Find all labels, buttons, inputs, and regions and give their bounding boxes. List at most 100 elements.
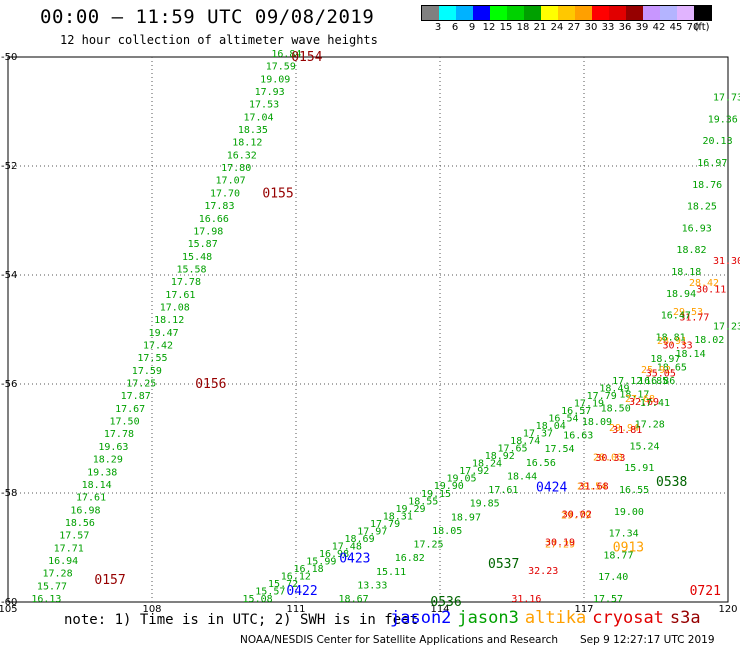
y-tick-label: -52 — [1, 161, 17, 172]
swh-value-label: 17.34 — [609, 529, 639, 540]
legend-label: 33 — [601, 22, 615, 33]
y-tick-label: -50 — [1, 52, 17, 63]
swh-value-label: 35.05 — [646, 369, 676, 380]
pass-time-label: 0538 — [656, 475, 687, 490]
legend-label: 3 — [434, 22, 442, 33]
swh-value-label: 16.18 — [294, 564, 324, 575]
swh-value-label: 17.59 — [132, 366, 162, 377]
swh-value-label: 30.33 — [663, 341, 693, 352]
swh-value-label: 15.72 — [268, 579, 298, 590]
swh-value-label: 17.54 — [544, 444, 574, 455]
swh-value-label: 17.57 — [593, 594, 623, 605]
y-tick-label: -60 — [1, 597, 17, 608]
credit-timestamp: Sep 9 12:27:17 UTC 2019 — [580, 634, 715, 646]
swh-value-label: 16.12 — [281, 571, 311, 582]
swh-value-label: 17.65 — [497, 444, 527, 455]
swh-value-label: 17.61 — [76, 493, 106, 504]
swh-value-label: 30.19 — [545, 538, 575, 549]
swh-value-label: 25.92 — [641, 365, 671, 376]
legend-label: 36 — [618, 22, 632, 33]
swh-value-label: 17.23 — [713, 322, 740, 333]
pass-time-label: 0156 — [195, 377, 226, 392]
swh-value-label: 17.61 — [488, 485, 518, 496]
pass-time-label: 0913 — [613, 541, 644, 556]
swh-value-label: 19.00 — [614, 507, 644, 518]
swh-value-label: 19.29 — [395, 504, 425, 515]
y-tick-label: -58 — [1, 488, 17, 499]
swh-value-label: 16.93 — [682, 223, 712, 234]
legend-label: 6 — [451, 22, 459, 33]
legend-swatch — [422, 6, 439, 20]
swh-value-label: 18.55 — [408, 496, 438, 507]
swh-value-label: 18.97 — [451, 512, 481, 523]
swh-value-label: 16.32 — [227, 150, 257, 161]
swh-value-label: 18.04 — [536, 421, 566, 432]
pass-time-label: 0422 — [286, 584, 317, 599]
swh-value-label: 17.78 — [104, 429, 134, 440]
swh-value-label: 18.97 — [650, 354, 680, 365]
swh-value-label: 17.98 — [193, 226, 223, 237]
legend-label: 12 — [482, 22, 496, 33]
swh-value-label: 15.77 — [37, 581, 67, 592]
swh-value-label: 17.25 — [413, 540, 443, 551]
swh-value-label: 30.02 — [562, 510, 592, 521]
pass-time-label: 0537 — [488, 557, 519, 572]
legend-swatch — [592, 6, 609, 20]
y-tick-label: -56 — [1, 379, 17, 390]
swh-value-label: 17.40 — [598, 572, 628, 583]
swh-value-label: 18.24 — [472, 459, 502, 470]
x-tick-label: 114 — [430, 604, 449, 612]
swh-value-label: 29.54 — [577, 481, 607, 492]
legend-label: 70 — [686, 22, 700, 33]
swh-value-label: 17.08 — [160, 302, 190, 313]
swh-value-label: 18.44 — [507, 471, 537, 482]
legend-swatches — [421, 5, 712, 21]
swh-value-label: 16.94 — [48, 556, 78, 567]
legend-swatch — [694, 6, 711, 20]
swh-value-label: 17.57 — [59, 531, 89, 542]
legend-label: (ft) — [694, 22, 710, 33]
legend-swatch — [609, 6, 626, 20]
swh-value-label: 18.14 — [82, 480, 112, 491]
swh-value-label: 18.35 — [238, 125, 268, 136]
swh-value-label: 16.56 — [526, 458, 556, 469]
x-tick-label: 108 — [142, 604, 161, 612]
satellite-legend-item: cryosat — [592, 608, 664, 628]
swh-value-label: 17.70 — [210, 188, 240, 199]
swh-value-label: 17.53 — [249, 100, 279, 111]
swh-value-label: 18.56 — [65, 518, 95, 529]
swh-value-label: 18.74 — [510, 436, 540, 447]
swh-value-label: 32.69 — [629, 397, 659, 408]
swh-value-label: 32.23 — [528, 566, 558, 577]
legend-label: 39 — [635, 22, 649, 33]
swh-value-label: 16.66 — [199, 214, 229, 225]
swh-value-label: 18.81 — [656, 332, 686, 343]
swh-value-label: 17.97 — [357, 526, 387, 537]
swh-value-label: 17.78 — [171, 277, 201, 288]
swh-value-label: 17.41 — [640, 398, 670, 409]
swh-value-label: 18.12 — [232, 138, 262, 149]
swh-value-label: 17.79 — [587, 391, 617, 402]
legend-swatch — [524, 6, 541, 20]
swh-value-label: 17.79 — [370, 519, 400, 530]
swh-value-label: 17.71 — [54, 543, 84, 554]
legend-label: 30 — [584, 22, 598, 33]
footer-notes: note: 1) Time is in UTC; 2) SWH is in fe… — [64, 612, 419, 628]
swh-value-label: 31.16 — [511, 594, 541, 605]
swh-value-label: 18.14 — [676, 349, 706, 360]
x-tick-label: 117 — [574, 604, 593, 612]
swh-value-label: 19.38 — [87, 467, 117, 478]
legend-swatch — [541, 6, 558, 20]
legend-swatch — [507, 6, 524, 20]
pass-time-label: 0157 — [94, 573, 125, 588]
swh-value-label: 17.87 — [121, 391, 151, 402]
swh-value-label: 30.33 — [595, 453, 625, 464]
swh-value-label: 18.17 — [619, 390, 649, 401]
swh-value-label: 18.50 — [601, 403, 631, 414]
swh-value-label: 16.98 — [70, 505, 100, 516]
swh-value-label: 18.49 — [599, 384, 629, 395]
swh-value-label: 15.58 — [176, 264, 206, 275]
swh-value-label: 18.18 — [671, 267, 701, 278]
pass-time-label: 0154 — [291, 50, 322, 65]
swh-value-label: 31.77 — [679, 312, 709, 323]
